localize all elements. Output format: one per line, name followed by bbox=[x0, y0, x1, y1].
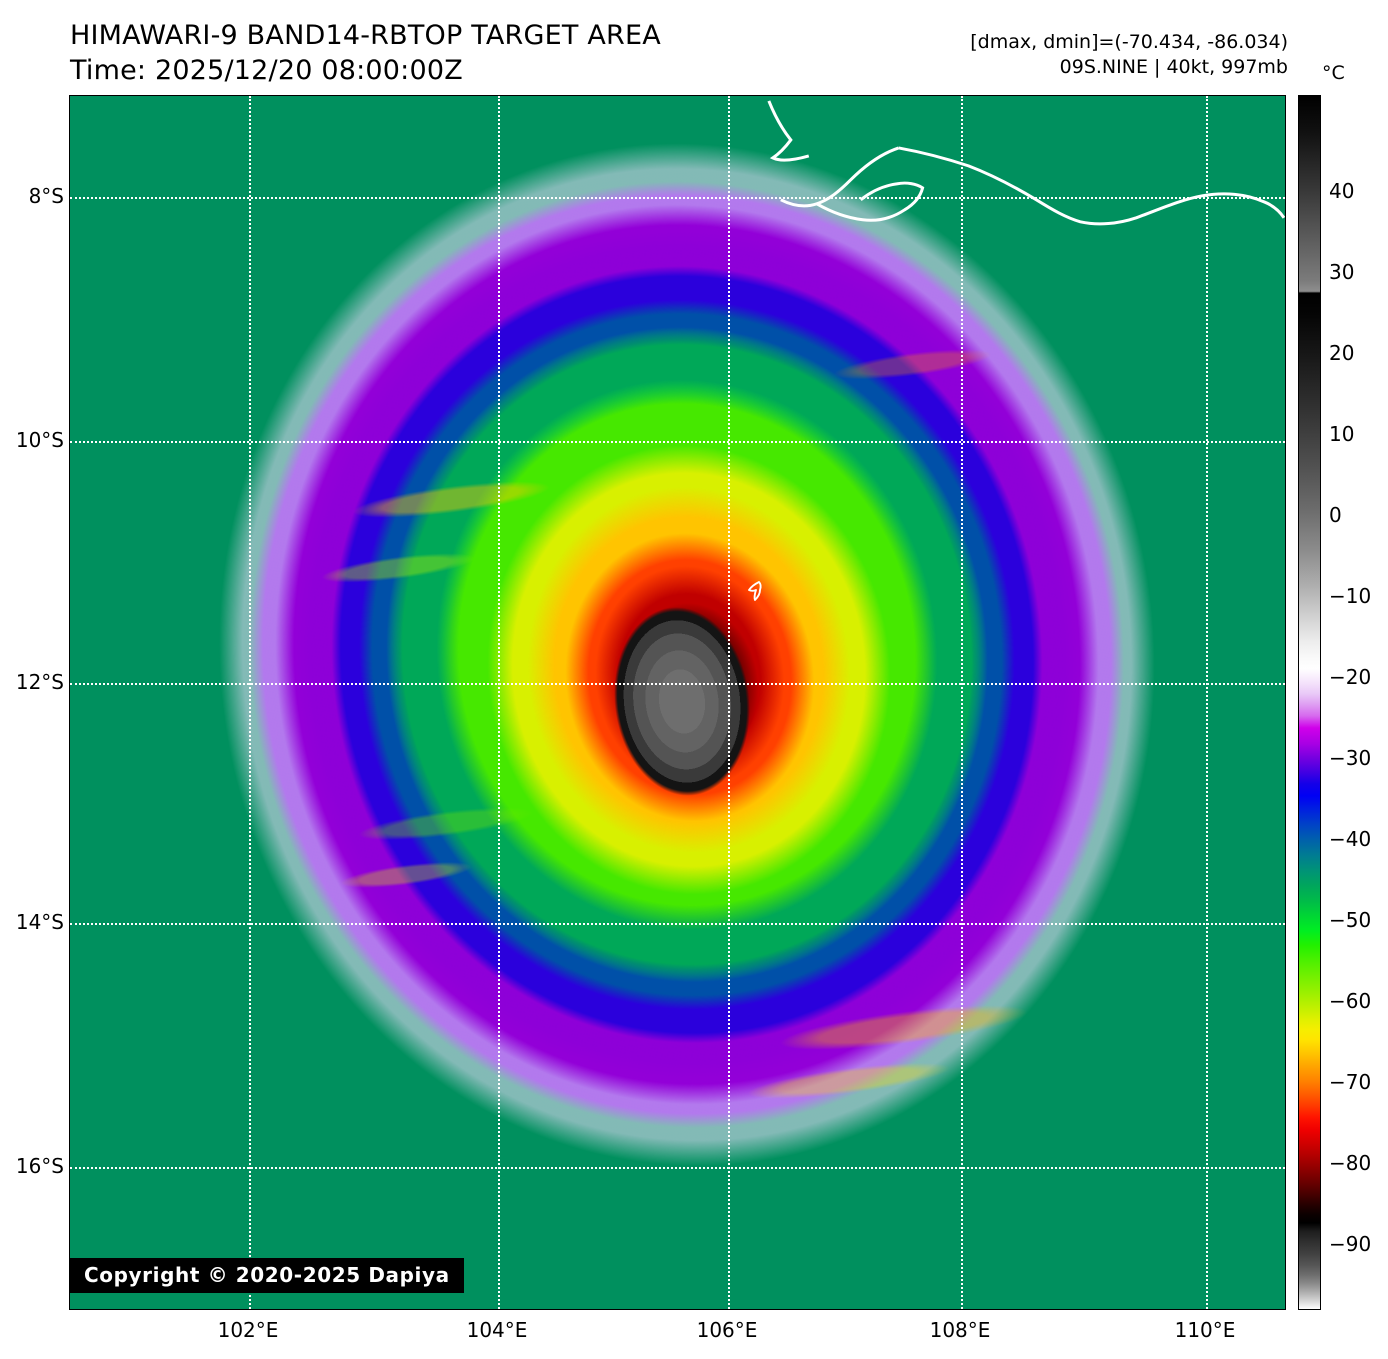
colorbar-tick-0: 0 bbox=[1329, 503, 1342, 527]
lat-label-8s: 8°S bbox=[28, 184, 64, 208]
plot-inner: Copyright © 2020-2025 Dapiya bbox=[70, 96, 1285, 1309]
coastline-overlay bbox=[70, 96, 1285, 1309]
lat-label-14s: 14°S bbox=[15, 910, 64, 934]
lon-label-110e: 110°E bbox=[1174, 1318, 1236, 1342]
colorbar-tick-m50: −50 bbox=[1329, 908, 1372, 932]
lat-label-10s: 10°S bbox=[15, 428, 64, 452]
colorbar-tick-20: 20 bbox=[1329, 341, 1355, 365]
dmax-dmin-label: [dmax, dmin]=(-70.434, -86.034) bbox=[970, 31, 1288, 53]
colorbar-tick-10: 10 bbox=[1329, 422, 1355, 446]
colorbar-tick-m60: −60 bbox=[1329, 989, 1372, 1013]
lat-label-12s: 12°S bbox=[15, 670, 64, 694]
timestamp-label: Time: 2025/12/20 08:00:00Z bbox=[70, 55, 463, 87]
colorbar-tick-m30: −30 bbox=[1329, 746, 1372, 770]
title-block: HIMAWARI-9 BAND14-RBTOP TARGET AREA Time… bbox=[70, 18, 661, 88]
tropical-storm-symbol-icon bbox=[742, 578, 768, 604]
page-title: HIMAWARI-9 BAND14-RBTOP TARGET AREA bbox=[70, 20, 661, 51]
lon-label-104e: 104°E bbox=[466, 1318, 528, 1342]
copyright-banner: Copyright © 2020-2025 Dapiya bbox=[70, 1258, 464, 1293]
colorbar-tick-30: 30 bbox=[1329, 260, 1355, 284]
lat-label-16s: 16°S bbox=[15, 1154, 64, 1178]
colorbar-tick-40: 40 bbox=[1329, 179, 1355, 203]
colorbar-tick-m40: −40 bbox=[1329, 827, 1372, 851]
colorbar-tick-m10: −10 bbox=[1329, 584, 1372, 608]
temperature-colorbar bbox=[1298, 95, 1321, 1310]
colorbar-tick-m90: −90 bbox=[1329, 1232, 1372, 1256]
colorbar-tick-m80: −80 bbox=[1329, 1151, 1372, 1175]
lon-label-106e: 106°E bbox=[696, 1318, 758, 1342]
lon-label-102e: 102°E bbox=[217, 1318, 279, 1342]
colorbar-tick-m70: −70 bbox=[1329, 1070, 1372, 1094]
lon-label-108e: 108°E bbox=[929, 1318, 991, 1342]
satellite-image-plot[interactable]: Copyright © 2020-2025 Dapiya bbox=[69, 95, 1286, 1310]
metadata-block: [dmax, dmin]=(-70.434, -86.034) 09S.NINE… bbox=[970, 30, 1288, 80]
colorbar-unit-label: °C bbox=[1322, 62, 1345, 84]
colorbar-tick-m20: −20 bbox=[1329, 665, 1372, 689]
storm-info-label: 09S.NINE | 40kt, 997mb bbox=[1059, 56, 1288, 79]
